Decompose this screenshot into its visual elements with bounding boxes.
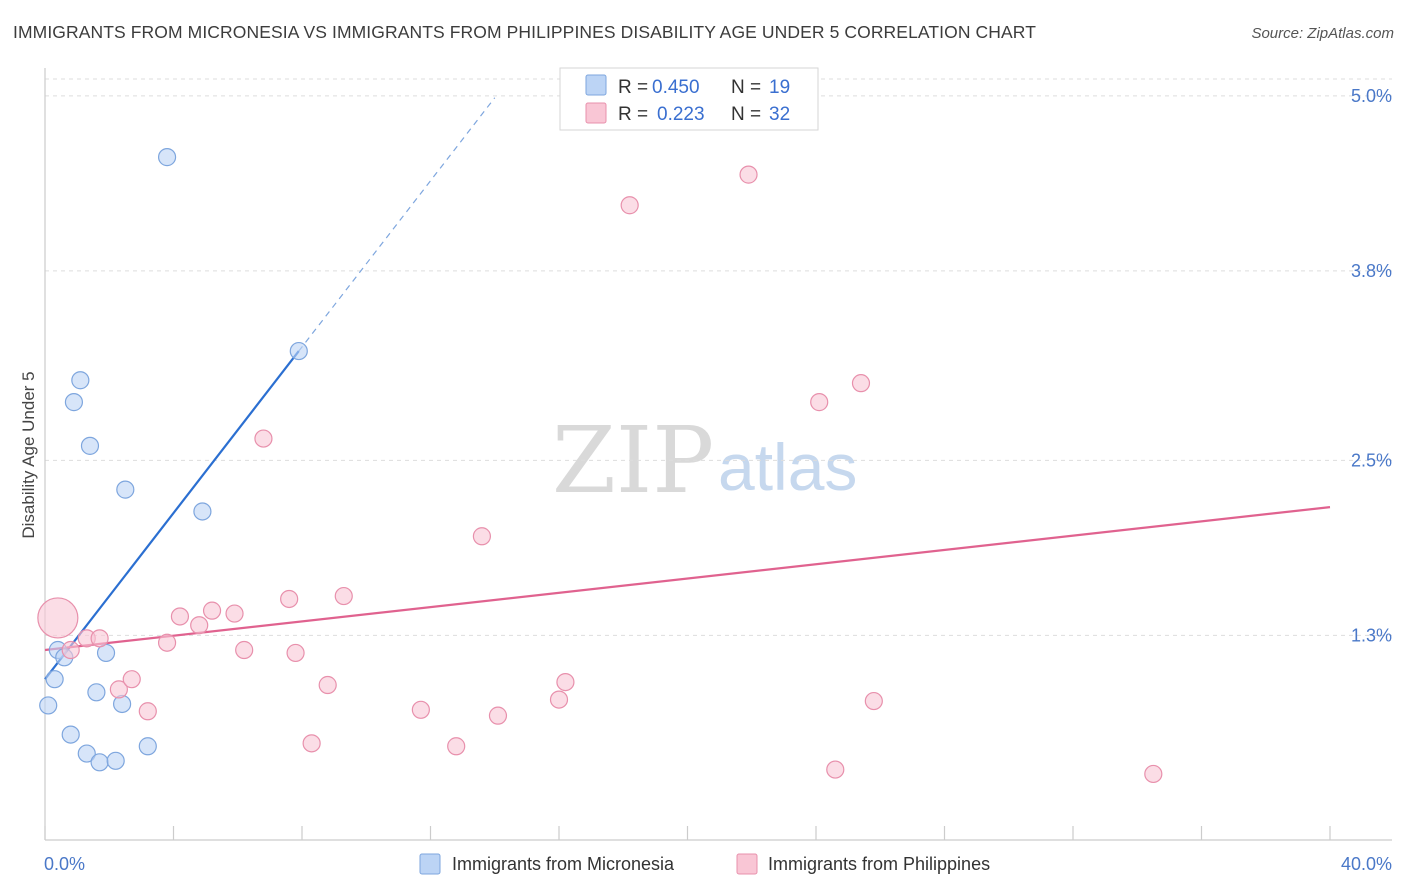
point-philippines (254, 429, 273, 448)
point-philippines (549, 690, 569, 709)
watermark: ZIP atlas (552, 407, 857, 514)
legend-r-value: 0.223 (657, 104, 705, 125)
x-tick-label: 40.0% (1341, 854, 1392, 874)
point-philippines (447, 737, 466, 756)
legend-r-label: R = (618, 77, 648, 98)
chart-source: Source: ZipAtlas.com (1251, 25, 1394, 42)
point-philippines (61, 640, 80, 660)
legend-swatch-micronesia (585, 74, 607, 96)
y-tick-label: 1.3% (1351, 625, 1392, 645)
point-philippines (472, 527, 491, 546)
point-philippines (190, 616, 209, 635)
point-philippines (334, 586, 353, 606)
x-tick-label: 0.0% (44, 854, 85, 874)
point-micronesia (106, 751, 125, 770)
bottom-legend: Immigrants from Micronesia Immigrants fr… (419, 853, 990, 875)
trend-line-micronesia (44, 350, 300, 680)
legend-n-value: 32 (769, 104, 790, 125)
point-philippines (225, 604, 244, 623)
point-philippines (1144, 764, 1163, 784)
point-philippines (810, 393, 829, 412)
legend-n-label: N = (731, 104, 761, 125)
chart-title: IMMIGRANTS FROM MICRONESIA VS IMMIGRANTS… (13, 22, 1036, 42)
legend-n-value: 19 (769, 77, 790, 98)
point-philippines (109, 680, 128, 699)
trend-lines (44, 97, 1331, 680)
point-micronesia (64, 393, 84, 412)
point-philippines (556, 672, 575, 692)
x-tick-labels: 0.0% 40.0% (44, 854, 1392, 874)
watermark-atlas: atlas (718, 430, 857, 504)
point-philippines (411, 700, 430, 719)
point-micronesia (193, 502, 212, 521)
trend-line-philippines (44, 506, 1331, 652)
point-micronesia (71, 371, 90, 390)
legend-r-label: R = (618, 104, 648, 125)
point-philippines (122, 670, 141, 689)
y-tick-labels: 1.3% 2.5% 3.8% 5.0% (1351, 86, 1392, 646)
point-philippines (138, 702, 157, 721)
point-philippines (235, 640, 254, 660)
point-micronesia (157, 148, 177, 167)
y-tick-label: 5.0% (1351, 86, 1392, 106)
bottom-legend-label-micronesia: Immigrants from Micronesia (452, 854, 675, 874)
data-points (37, 148, 1163, 784)
point-micronesia (138, 737, 157, 756)
point-micronesia (45, 670, 64, 689)
point-philippines (37, 597, 79, 639)
point-micronesia (77, 744, 96, 763)
point-micronesia (61, 725, 80, 744)
bottom-legend-swatch-philippines (736, 853, 758, 875)
y-tick-label: 3.8% (1351, 261, 1392, 281)
legend-r-value: 0.450 (652, 77, 700, 98)
point-micronesia (87, 683, 106, 702)
point-philippines (170, 607, 190, 626)
point-philippines (826, 760, 845, 779)
point-philippines (488, 706, 508, 725)
gridlines (45, 78, 1392, 636)
point-philippines (157, 633, 177, 652)
legend-n-label: N = (731, 77, 761, 98)
point-philippines (620, 196, 639, 215)
point-philippines (864, 691, 883, 711)
y-axis-title: Disability Age Under 5 (19, 371, 38, 538)
legend-swatch-philippines (585, 102, 607, 124)
point-philippines (286, 643, 305, 663)
legend: R = 0.450 N = 19 R = 0.223 N = 32 (559, 67, 819, 131)
point-philippines (280, 589, 299, 609)
trend-line-micronesia-extension (298, 97, 496, 352)
point-philippines (302, 734, 321, 753)
point-micronesia (90, 753, 109, 772)
point-micronesia (116, 480, 135, 499)
point-philippines (202, 601, 222, 620)
y-tick-label: 2.5% (1351, 450, 1392, 470)
point-philippines (851, 374, 871, 393)
point-philippines (318, 675, 337, 695)
bottom-legend-swatch-micronesia (419, 853, 441, 875)
point-micronesia (80, 436, 100, 455)
point-philippines (739, 165, 758, 184)
point-micronesia (39, 696, 58, 715)
bottom-legend-label-philippines: Immigrants from Philippines (768, 854, 990, 874)
point-philippines (90, 629, 109, 648)
point-micronesia (289, 341, 308, 361)
